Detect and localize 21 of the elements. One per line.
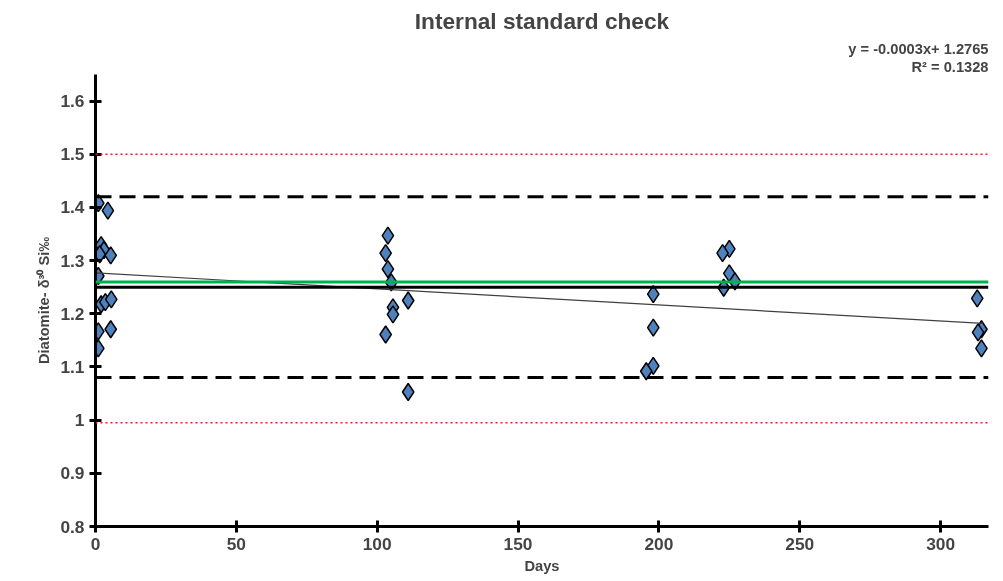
chart-title: Internal standard check: [414, 7, 670, 34]
text: y = -0.0003x+ 1.2765: [848, 40, 989, 57]
y-tick-label: 1.5: [60, 144, 85, 165]
x-tick-label: 300: [926, 533, 956, 554]
y-tick-label: 0.8: [60, 516, 85, 537]
x-axis-title: Days: [524, 557, 560, 574]
y-tick-label: 1.4: [60, 197, 85, 218]
y-axis-title: Diatomite- δ³⁰ Si‰: [36, 236, 53, 365]
x-tick-label: 0: [90, 533, 101, 554]
y-tick-label: 1: [74, 410, 85, 431]
x-tick-label: 150: [503, 533, 533, 554]
y-tick-label: 1.1: [60, 356, 85, 377]
y-tick-label: 1.6: [60, 91, 85, 112]
x-tick-label: 50: [226, 533, 246, 554]
x-tick-label: 200: [644, 533, 674, 554]
y-tick-label: 0.9: [60, 463, 85, 484]
x-tick-label: 100: [362, 533, 392, 554]
text: R² = 0.1328: [911, 58, 989, 75]
x-tick-label: 250: [785, 533, 815, 554]
y-tick-label: 1.3: [60, 250, 85, 271]
y-tick-label: 1.2: [60, 303, 85, 324]
